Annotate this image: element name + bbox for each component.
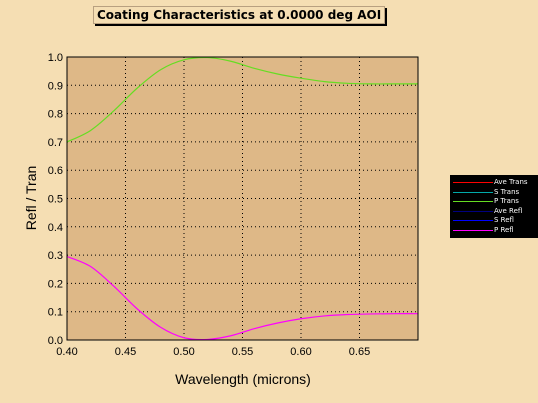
legend-label: S Refl [494, 216, 514, 224]
plot-frame [66, 56, 419, 341]
y-tick-label: 0.2 [48, 278, 63, 290]
y-tick-labels: 0.0 0.1 0.2 0.3 0.4 0.5 0.6 0.7 0.8 0.9 1.0 [48, 52, 63, 347]
legend-item-s-refl: S Refl [450, 216, 538, 225]
x-tick-label: 0.55 [232, 346, 253, 358]
y-tick-label: 0.5 [48, 194, 63, 206]
x-axis-label: Wavelength (microns) [175, 371, 311, 387]
y-tick-label: 0.6 [48, 165, 63, 177]
series-line-p-refl [66, 255, 419, 341]
y-tick-label: 0.8 [48, 109, 63, 121]
legend-label: P Trans [494, 197, 519, 205]
legend-swatch [453, 220, 493, 221]
legend-item-p-trans: P Trans [450, 197, 538, 206]
y-tick-label: 0.1 [48, 307, 63, 319]
x-tick-label: 0.50 [173, 346, 194, 358]
y-tick-label: 0.4 [48, 222, 63, 234]
x-tick-label: 0.40 [56, 346, 77, 358]
legend-item-p-refl: P Refl [450, 226, 538, 235]
x-tick-labels: 0.40 0.45 0.50 0.55 0.60 0.65 [56, 346, 370, 358]
y-tick-label: 0.3 [48, 250, 63, 262]
legend-swatch [453, 191, 493, 193]
grid [67, 57, 418, 340]
legend-swatch [453, 210, 493, 212]
legend-swatch [453, 229, 493, 231]
y-tick-label: 0.9 [48, 80, 63, 92]
legend-label: S Trans [494, 187, 520, 196]
legend-item-s-trans: S Trans [450, 188, 538, 197]
legend-item-ave-refl: Ave Refl [450, 207, 538, 216]
legend: Ave Trans S Trans P Trans Ave Refl S Refl P R… [450, 175, 538, 238]
legend-label: Ave Refl [494, 206, 523, 215]
y-axis-label: Refl / Tran [23, 166, 39, 231]
legend-label: P Refl [494, 225, 514, 234]
legend-label: Ave Trans [494, 178, 528, 186]
x-tick-label: 0.45 [115, 346, 136, 358]
legend-swatch [453, 201, 493, 202]
legend-item-ave-trans: Ave Trans [450, 178, 538, 187]
chart-title: Coating Characteristics at 0.0000 deg AO… [93, 6, 386, 24]
series-line-p-trans [66, 56, 418, 143]
y-tick-label: 1.0 [48, 52, 63, 64]
x-tick-label: 0.65 [349, 346, 370, 358]
y-tick-label: 0.0 [48, 335, 63, 347]
x-tick-label: 0.60 [290, 346, 311, 358]
legend-swatch [453, 182, 493, 183]
y-tick-label: 0.7 [48, 137, 63, 149]
series-lines [66, 56, 419, 341]
